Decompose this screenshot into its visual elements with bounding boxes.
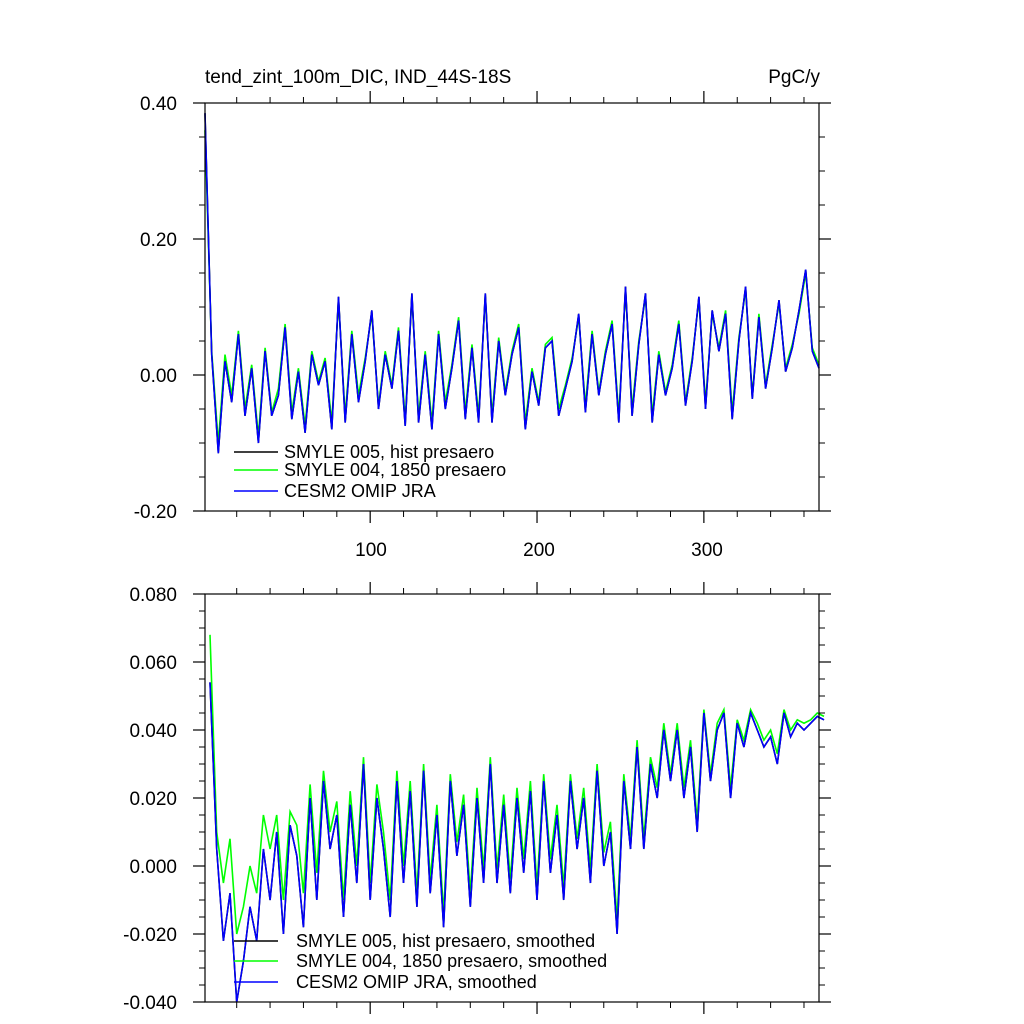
bottom-legend: SMYLE 005, hist presaero, smoothed SMYLE…	[234, 931, 607, 992]
top-series-green-line	[204, 130, 820, 444]
bottom-legend-label: SMYLE 004, 1850 presaero, smoothed	[296, 951, 607, 971]
bottom-legend-label: CESM2 OMIP JRA, smoothed	[296, 972, 537, 992]
top-units: PgC/y	[768, 67, 820, 88]
top-y-tick-label: 0.00	[140, 366, 177, 387]
bottom-y-tick-label: 0.060	[129, 653, 177, 674]
top-x-tick-label: 100	[355, 540, 387, 561]
top-y-tick-label: 0.20	[140, 230, 177, 251]
bottom-series-group	[209, 634, 825, 1003]
top-legend-label: CESM2 OMIP JRA	[284, 481, 436, 501]
top-title: tend_zint_100m_DIC, IND_44S-18S	[205, 67, 511, 88]
top-legend-label: SMYLE 004, 1850 presaero	[284, 460, 506, 480]
bottom-series-green-line	[209, 634, 825, 935]
top-legend: SMYLE 005, hist presaero SMYLE 004, 1850…	[234, 442, 506, 501]
bottom-y-tick-label: 0.020	[129, 789, 177, 810]
bottom-y-tick-label: 0.080	[129, 585, 177, 606]
top-legend-label: SMYLE 005, hist presaero	[284, 442, 494, 462]
bottom-y-tick-label: 0.040	[129, 721, 177, 742]
bottom-y-tick-label: 0.000	[129, 857, 177, 878]
bottom-panel: 0.080 0.060 0.040 0.020 0.000 -0.020 -0.…	[123, 582, 831, 1014]
top-series-group	[204, 113, 820, 454]
top-x-tick-label: 200	[523, 540, 555, 561]
top-y-tick-label: 0.40	[140, 94, 177, 115]
bottom-legend-label: SMYLE 005, hist presaero, smoothed	[296, 931, 595, 951]
bottom-ticks	[193, 582, 831, 1014]
bottom-plot-area: 0.080 0.060 0.040 0.020 0.000 -0.020 -0.…	[123, 582, 831, 1014]
top-ticks	[193, 91, 831, 523]
top-plot-area: 0.40 0.20 0.00 -0.20 100 200 300	[134, 91, 831, 561]
bottom-y-tick-label: -0.020	[123, 925, 177, 946]
top-series-blue-line	[204, 113, 820, 454]
top-y-tick-label: -0.20	[134, 502, 177, 523]
bottom-y-tick-label: -0.040	[123, 993, 177, 1014]
top-x-tick-label: 300	[691, 540, 723, 561]
top-series-black-line	[204, 113, 820, 454]
bottom-series-blue-line	[209, 682, 825, 1003]
top-panel: tend_zint_100m_DIC, IND_44S-18S PgC/y 0.…	[134, 67, 831, 561]
